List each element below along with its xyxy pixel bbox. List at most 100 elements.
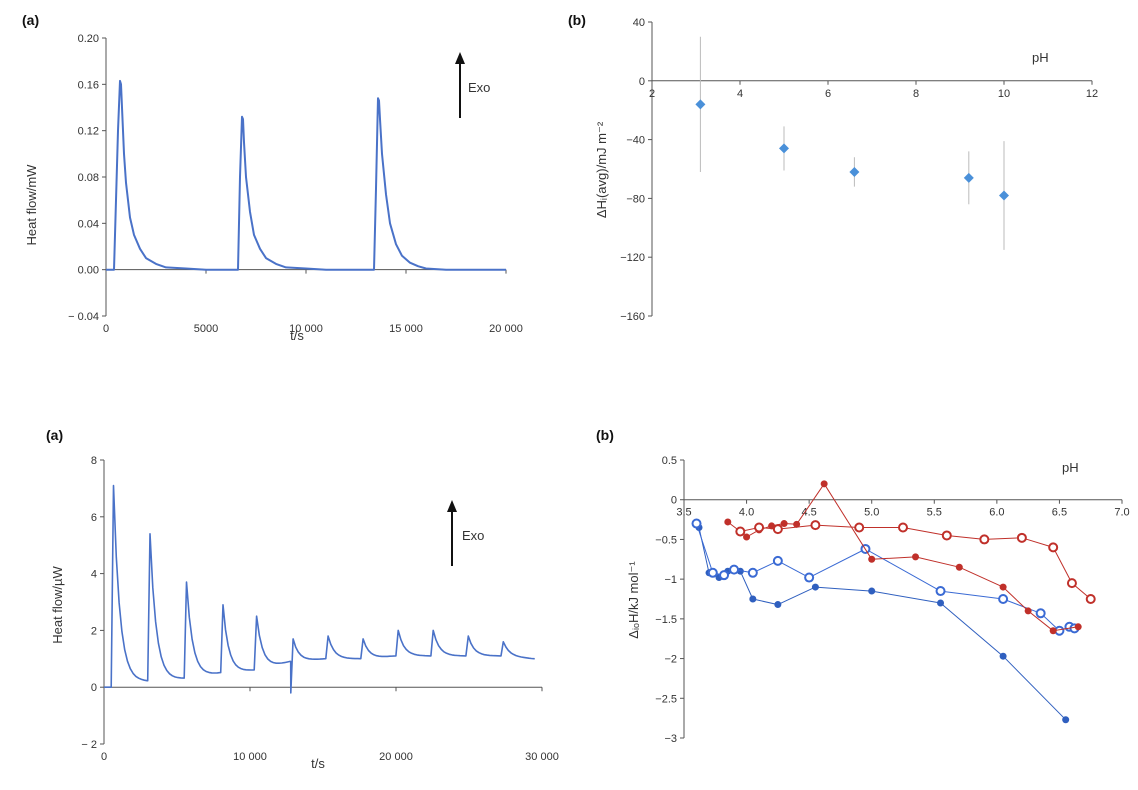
data-point-bottom-b-3 <box>898 522 908 533</box>
data-point-bottom-b-1 <box>935 586 946 597</box>
data-point-bottom-b-1 <box>707 567 718 578</box>
top-a-ytick-label: 0.00 <box>78 265 99 277</box>
top-b-ytick-label: −40 <box>626 135 645 147</box>
data-point-bottom-b-1 <box>719 570 730 581</box>
data-point-bottom-b-1 <box>998 594 1009 604</box>
bottom-a-ytick-label: 0 <box>91 682 97 694</box>
bottom-b-xtick-label: 7.0 <box>1114 507 1129 519</box>
data-point-bottom-b-3 <box>772 524 783 535</box>
data-point-top-b <box>999 190 1009 201</box>
data-point-bottom-b-0 <box>937 599 945 607</box>
top-b-xtick-label: 2 <box>649 88 655 100</box>
top-a-xtick-label: 0 <box>103 323 109 335</box>
data-point-bottom-b-3 <box>754 522 765 533</box>
data-point-bottom-b-2 <box>912 553 920 561</box>
data-point-top-b <box>963 172 974 183</box>
data-point-bottom-b-2 <box>868 555 876 563</box>
data-point-bottom-b-0 <box>749 595 757 603</box>
data-point-bottom-b-1 <box>729 564 740 575</box>
bottom-a-ytick-label: 6 <box>91 512 97 524</box>
top-a-ytick-label: 0.08 <box>78 172 99 184</box>
data-point-bottom-b-1 <box>747 567 758 578</box>
bottom-b-ytick-label: −2 <box>664 654 677 666</box>
data-point-bottom-b-2 <box>1024 607 1032 615</box>
top-a-ytick-label: − 0.04 <box>68 311 99 323</box>
bottom-a-xtick-label: 0 <box>101 751 107 763</box>
bottom-a-xtick-label: 20 000 <box>379 751 413 763</box>
top-b-xtick-label: 6 <box>825 88 831 100</box>
bottom-a-xtick-label: 30 000 <box>525 751 559 763</box>
ylabel-bottom-b: ΔᵢₒH/kJ mol⁻¹ <box>626 561 641 639</box>
top-a-ytick-label: 0.12 <box>78 126 99 138</box>
data-point-bottom-b-3 <box>1016 532 1027 543</box>
data-point-bottom-b-0 <box>1062 716 1070 724</box>
top-b-xtick-label: 10 <box>998 88 1010 100</box>
data-point-bottom-b-1 <box>691 518 702 529</box>
panel-label-bottom-a: (a) <box>46 427 63 443</box>
data-point-bottom-b-1 <box>1035 608 1046 619</box>
bottom-b-xtick-label: 4.5 <box>801 507 816 519</box>
bottom-b-xtick-label: 3.5 <box>676 507 691 519</box>
top-a-xtick-label: 10 000 <box>289 323 323 335</box>
top-a-xtick-label: 5000 <box>194 323 218 335</box>
panel-bottom-b: (b) pH ΔᵢₒH/kJ mol⁻¹ −3 −2.5 −2 −1.5 −1 −0.5 0… <box>596 427 1130 745</box>
data-point-bottom-b-3 <box>1048 542 1059 553</box>
data-point-top-b <box>695 99 706 110</box>
bottom-b-ytick-label: 0.5 <box>662 455 677 467</box>
bottom-b-xtick-label: 6.5 <box>1052 507 1067 519</box>
top-b-ytick-label: −160 <box>620 311 645 323</box>
data-point-bottom-b-2 <box>724 518 732 526</box>
xlabel-bottom-b: pH <box>1062 460 1079 475</box>
top-a-ytick-label: 0.16 <box>78 79 99 91</box>
top-a-ytick-label: 0.04 <box>78 218 99 230</box>
panel-top-a: (a) t/s Heat flow/mW Exo − 0.04 0.00 0.04 0… <box>22 12 523 343</box>
data-point-bottom-b-1 <box>772 555 783 566</box>
exo-arrowhead-top-a <box>455 52 465 64</box>
data-point-bottom-b-2 <box>1074 623 1082 631</box>
data-point-bottom-b-0 <box>999 652 1007 660</box>
data-point-bottom-b-3 <box>854 522 865 533</box>
ylabel-top-a: Heat flow/mW <box>24 164 39 246</box>
bottom-b-xtick-label: 5.0 <box>864 507 879 519</box>
xlabel-top-b: pH <box>1032 50 1049 65</box>
bottom-b-ytick-label: −0.5 <box>655 534 677 546</box>
panel-bottom-a: (a) t/s Heat flow/µW Exo − 2 0 2 4 6 8 0 10 000… <box>46 427 559 771</box>
panel-label-top-b: (b) <box>568 12 586 28</box>
data-point-bottom-b-3 <box>1066 578 1077 589</box>
top-b-ytick-label: −80 <box>626 193 645 205</box>
bottom-b-ytick-label: −1 <box>664 574 677 586</box>
data-point-bottom-b-2 <box>793 520 801 528</box>
ylabel-bottom-a: Heat flow/µW <box>50 565 65 643</box>
data-point-bottom-b-3 <box>1085 594 1096 604</box>
bottom-a-ytick-label: 2 <box>91 625 97 637</box>
data-point-bottom-b-2 <box>743 533 751 541</box>
data-point-bottom-b-2 <box>1049 627 1057 635</box>
exo-annotation-top-a: Exo <box>468 80 490 95</box>
data-point-bottom-b-3 <box>735 526 746 537</box>
top-b-ytick-label: 0 <box>639 76 645 88</box>
bottom-b-ytick-label: −1.5 <box>655 614 677 626</box>
exo-arrowhead-bottom-a <box>447 500 457 512</box>
bottom-b-xtick-label: 6.0 <box>989 507 1004 519</box>
data-point-bottom-b-2 <box>955 563 963 571</box>
data-point-bottom-b-3 <box>941 530 952 541</box>
panel-top-b: (b) pH ΔHᵢ(avg)/mJ m⁻² −160 −120 −80 −40 0 40… <box>568 12 1098 323</box>
xlabel-top-a: t/s <box>290 328 304 343</box>
bottom-b-ytick-label: 0 <box>671 495 677 507</box>
data-point-bottom-b-0 <box>811 583 819 591</box>
bottom-a-ytick-label: − 2 <box>81 739 97 751</box>
series-line-bottom-b-3 <box>740 524 1092 600</box>
bottom-a-ytick-label: 8 <box>91 455 97 467</box>
data-point-bottom-b-0 <box>774 601 782 609</box>
series-line-bottom-a <box>104 484 535 694</box>
top-a-xtick-label: 20 000 <box>489 323 523 335</box>
bottom-a-ytick-label: 4 <box>91 569 97 581</box>
data-point-top-b <box>779 143 789 154</box>
top-a-xtick-label: 15 000 <box>389 323 423 335</box>
top-b-xtick-label: 8 <box>913 88 919 100</box>
data-point-bottom-b-2 <box>820 480 828 488</box>
bottom-b-xtick-label: 5.5 <box>927 507 942 519</box>
data-point-bottom-b-3 <box>979 534 990 545</box>
ylabel-top-b: ΔHᵢ(avg)/mJ m⁻² <box>594 121 609 218</box>
